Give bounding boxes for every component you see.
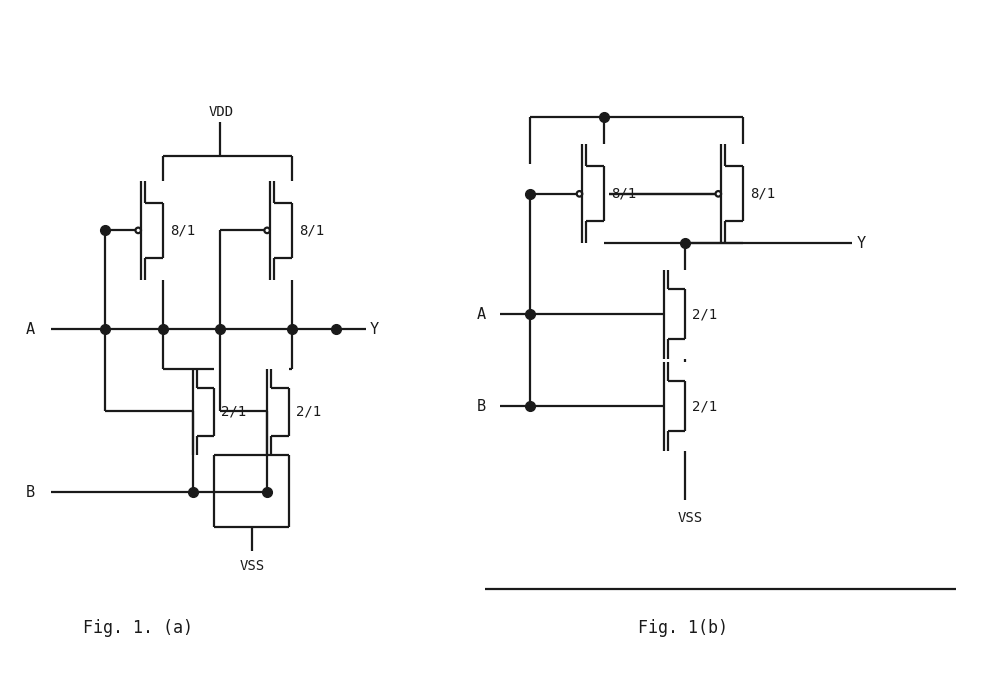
Text: A: A [26, 321, 35, 337]
Text: 8/1: 8/1 [299, 224, 323, 237]
Text: B: B [477, 399, 486, 414]
Text: VDD: VDD [208, 105, 233, 119]
Text: 8/1: 8/1 [170, 224, 194, 237]
Text: VSS: VSS [678, 511, 702, 525]
Text: 8/1: 8/1 [611, 187, 636, 201]
Text: Fig. 1. (a): Fig. 1. (a) [83, 620, 193, 637]
Text: Y: Y [857, 236, 866, 251]
Text: Y: Y [370, 321, 379, 337]
Text: 2/1: 2/1 [296, 404, 320, 418]
Text: VSS: VSS [240, 560, 265, 573]
Text: 2/1: 2/1 [221, 404, 246, 418]
Text: B: B [26, 485, 35, 499]
Text: 2/1: 2/1 [692, 399, 717, 413]
Text: 2/1: 2/1 [692, 307, 717, 321]
Text: 8/1: 8/1 [750, 187, 775, 201]
Text: A: A [477, 307, 486, 322]
Text: Fig. 1(b): Fig. 1(b) [639, 620, 728, 637]
